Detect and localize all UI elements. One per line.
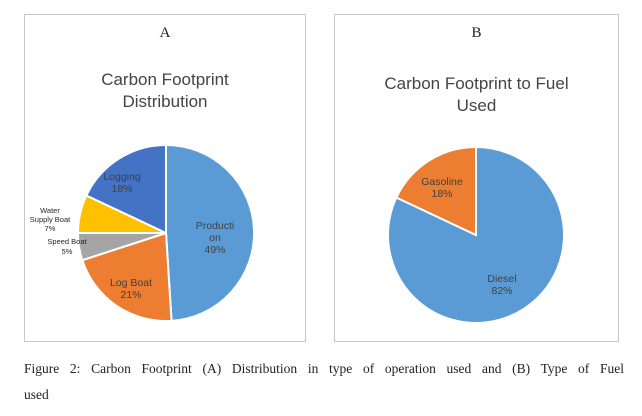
pie-slice-log-boat [81,231,173,322]
figure-caption-continued: used [24,387,49,402]
panel-letter-b: B [471,25,482,41]
pie-slice-producti-on [165,143,256,322]
chart-title-b-line-1: Carbon Footprint to Fuel [384,74,569,93]
chart-title-a-line-2: Distribution [122,92,208,111]
chart-title-a: Carbon Footprint Distribution [25,69,305,113]
data-label-producti-on: Producti on 49% [196,220,235,256]
chart-title-a-line-1: Carbon Footprint [101,70,229,89]
data-label-diesel: Diesel 82% [487,273,516,297]
pie-slice-logging [85,143,167,235]
figure-caption: Figure 2: Carbon Footprint (A) Distribut… [24,361,624,376]
panel-letter-a: A [159,25,171,41]
data-label-speed-boat: Speed Boat 5% [47,237,87,256]
pie-slice-diesel [387,145,565,324]
data-label-log-boat: Log Boat 21% [110,277,152,301]
pie-chart-a: Producti on 49% Log Boat 21% Speed Boat 5% Wate… [30,143,256,322]
data-label-water-supply-boat: Water Supply Boat 7% [30,206,71,233]
pie-slice-gasoline [395,145,477,237]
chart-title-b-line-2: Used [456,96,497,115]
chart-title-b: Carbon Footprint to Fuel Used [335,73,618,117]
chart-panel-b: B Carbon Footprint to Fuel Used Diesel 82… [334,14,619,342]
data-label-logging: Logging 18% [103,171,141,195]
chart-panel-a: A Carbon Footprint Distribution Producti… [24,14,306,342]
data-label-gasoline: Gasoline 18% [421,176,463,200]
pie-chart-b: Diesel 82% Gasoline 18% [387,145,565,324]
